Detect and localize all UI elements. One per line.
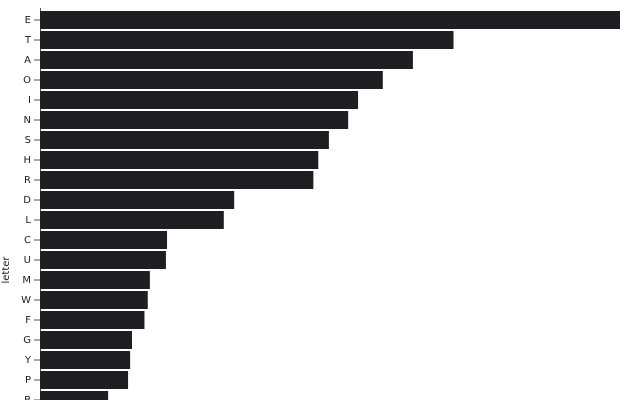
y-tick-label: T	[24, 35, 32, 46]
bar	[40, 231, 168, 249]
y-tick-label: A	[24, 55, 31, 66]
bar	[40, 131, 329, 149]
bar	[40, 291, 148, 309]
bar	[40, 91, 359, 109]
bar	[40, 391, 109, 400]
y-tick-label: P	[25, 375, 31, 386]
bar	[40, 251, 166, 269]
y-tick-label: E	[25, 15, 31, 26]
bar	[40, 11, 620, 29]
bar	[40, 111, 349, 129]
y-axis-label: letter	[1, 256, 12, 284]
y-tick-label: W	[21, 295, 31, 306]
bar	[40, 271, 150, 289]
y-tick-label: I	[28, 95, 31, 106]
bar	[40, 311, 145, 329]
y-tick-label: N	[24, 115, 31, 126]
y-tick-label: M	[22, 275, 31, 286]
bar	[40, 351, 131, 369]
y-tick-label: R	[24, 175, 31, 186]
y-tick-label: U	[24, 255, 31, 266]
y-tick-label: O	[23, 75, 31, 86]
y-tick-label: Y	[24, 355, 32, 366]
bar	[40, 171, 314, 189]
y-tick-label: B	[24, 395, 31, 400]
bar	[40, 31, 454, 49]
y-tick-label: F	[25, 315, 31, 326]
y-tick-label: S	[25, 135, 31, 146]
bar	[40, 71, 383, 89]
bar	[40, 151, 319, 169]
bar	[40, 211, 224, 229]
bar	[40, 191, 235, 209]
bar	[40, 331, 133, 349]
y-tick-label: H	[23, 155, 31, 166]
y-tick-label: C	[24, 235, 31, 246]
bar	[40, 371, 129, 389]
bar	[40, 51, 413, 69]
y-tick-label: G	[23, 335, 31, 346]
y-tick-label: L	[25, 215, 31, 226]
y-tick-label: D	[23, 195, 31, 206]
